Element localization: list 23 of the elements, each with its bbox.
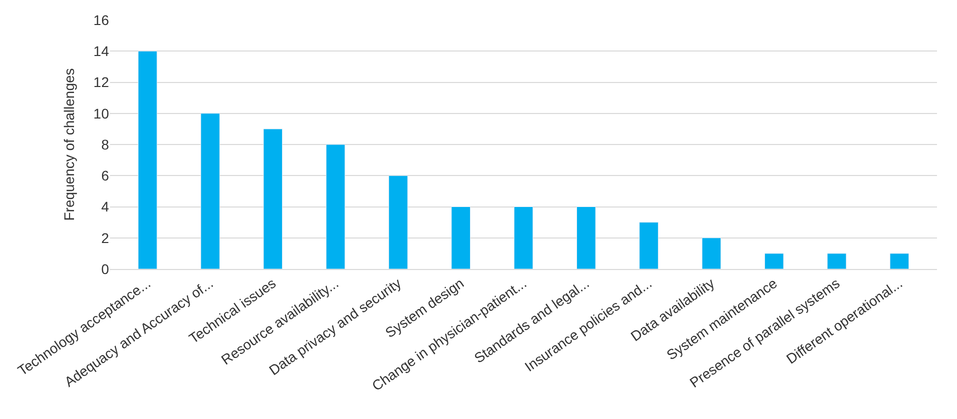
bar [388, 175, 408, 269]
bar [326, 144, 346, 269]
y-tick-label: 6 [101, 168, 110, 184]
bar [639, 222, 658, 269]
y-tick-label: 2 [101, 230, 110, 246]
bar [764, 253, 784, 269]
y-tick-label: 10 [93, 105, 110, 122]
bar [263, 128, 283, 269]
bar [200, 113, 220, 269]
y-tick-label: 14 [93, 43, 110, 60]
y-tick-label: 8 [101, 136, 110, 152]
y-tick-label: 4 [101, 198, 110, 215]
y-tick-label: 12 [93, 74, 110, 90]
bar [451, 206, 470, 269]
bar [827, 253, 846, 269]
bar [514, 206, 534, 269]
y-axis-title: Frequency of challenges [61, 68, 78, 221]
bar [702, 238, 722, 269]
y-tick-label: 16 [93, 12, 110, 28]
y-tick-label: 0 [101, 260, 110, 277]
bar [890, 253, 910, 269]
bar [576, 206, 596, 269]
bar [138, 50, 158, 269]
